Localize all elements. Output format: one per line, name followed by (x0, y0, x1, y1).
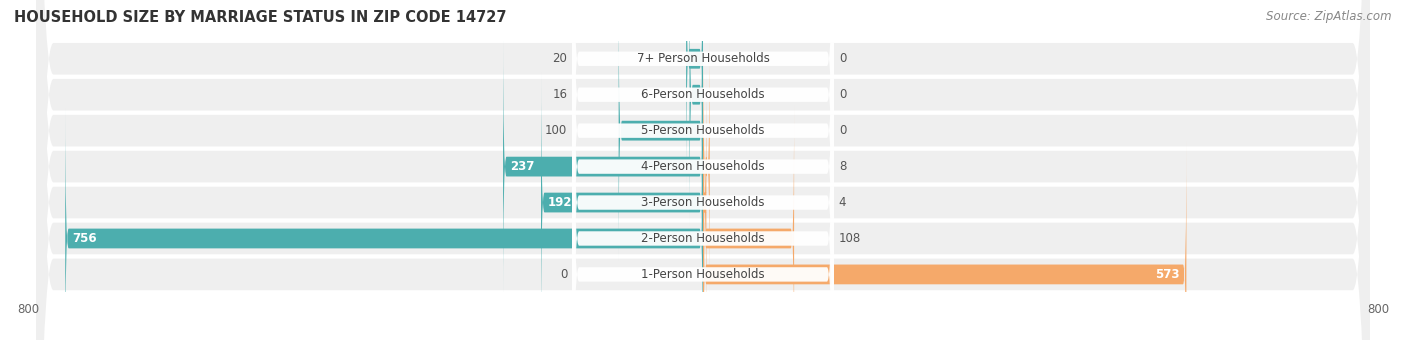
Text: 573: 573 (1156, 268, 1180, 281)
Text: 7+ Person Households: 7+ Person Households (637, 52, 769, 65)
Text: 108: 108 (839, 232, 860, 245)
FancyBboxPatch shape (703, 69, 706, 337)
Text: 20: 20 (553, 52, 567, 65)
FancyBboxPatch shape (689, 0, 703, 228)
FancyBboxPatch shape (37, 0, 1369, 340)
Text: 5-Person Households: 5-Person Households (641, 124, 765, 137)
FancyBboxPatch shape (703, 105, 794, 340)
Text: 6-Person Households: 6-Person Households (641, 88, 765, 101)
Text: 4-Person Households: 4-Person Households (641, 160, 765, 173)
Text: 8: 8 (839, 160, 846, 173)
Text: 0: 0 (839, 88, 846, 101)
FancyBboxPatch shape (503, 33, 703, 301)
Text: 192: 192 (548, 196, 572, 209)
FancyBboxPatch shape (37, 0, 1369, 340)
FancyBboxPatch shape (65, 105, 703, 340)
FancyBboxPatch shape (541, 69, 703, 337)
Text: 16: 16 (553, 88, 567, 101)
Text: Source: ZipAtlas.com: Source: ZipAtlas.com (1267, 10, 1392, 23)
FancyBboxPatch shape (572, 0, 834, 340)
FancyBboxPatch shape (572, 0, 834, 340)
FancyBboxPatch shape (572, 0, 834, 339)
FancyBboxPatch shape (572, 0, 834, 340)
Text: 4: 4 (839, 196, 846, 209)
Text: HOUSEHOLD SIZE BY MARRIAGE STATUS IN ZIP CODE 14727: HOUSEHOLD SIZE BY MARRIAGE STATUS IN ZIP… (14, 10, 506, 25)
FancyBboxPatch shape (37, 0, 1369, 340)
Text: 3-Person Households: 3-Person Households (641, 196, 765, 209)
FancyBboxPatch shape (572, 0, 834, 340)
FancyBboxPatch shape (37, 0, 1369, 340)
Text: 756: 756 (72, 232, 97, 245)
FancyBboxPatch shape (37, 0, 1369, 340)
Text: 1-Person Households: 1-Person Households (641, 268, 765, 281)
Text: 100: 100 (546, 124, 567, 137)
FancyBboxPatch shape (686, 0, 703, 193)
FancyBboxPatch shape (619, 0, 703, 265)
FancyBboxPatch shape (703, 33, 710, 301)
Text: 237: 237 (510, 160, 534, 173)
FancyBboxPatch shape (572, 0, 834, 340)
FancyBboxPatch shape (37, 0, 1369, 340)
Text: 0: 0 (839, 124, 846, 137)
Text: 0: 0 (560, 268, 567, 281)
Text: 2-Person Households: 2-Person Households (641, 232, 765, 245)
Text: 0: 0 (839, 52, 846, 65)
FancyBboxPatch shape (37, 0, 1369, 340)
FancyBboxPatch shape (572, 0, 834, 340)
FancyBboxPatch shape (703, 140, 1187, 340)
